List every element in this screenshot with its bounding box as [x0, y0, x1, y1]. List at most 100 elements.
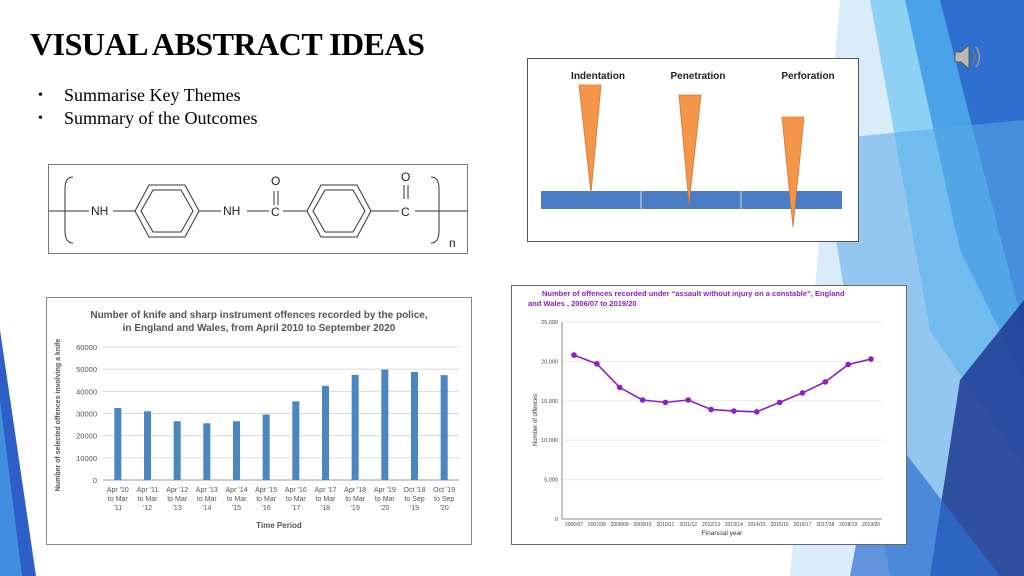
bar	[173, 421, 181, 480]
x-tick-label: 2016/17	[793, 522, 811, 528]
y-tick-label: 20000	[76, 432, 97, 441]
x-tick-label: Apr '18	[344, 487, 366, 494]
data-point	[731, 408, 737, 414]
data-point	[662, 399, 669, 406]
x-tick-label: to Mar	[256, 496, 277, 503]
data-point	[845, 361, 851, 368]
bar	[292, 401, 300, 480]
x-tick-label: to Mar	[227, 496, 248, 503]
data-point	[868, 356, 874, 362]
bullet-item: • Summary of the Outcomes	[38, 107, 257, 130]
x-tick-label: 2008/09	[611, 522, 629, 528]
benzene-ring	[306, 184, 372, 238]
x-tick-label: 2019/20	[862, 522, 880, 528]
x-tick-label: 2007/08	[588, 522, 606, 528]
x-tick-label: Oct '18	[404, 487, 426, 494]
needle-penetration-figure: Indentation Penetration Perforation	[527, 58, 859, 242]
oxygen-label: O	[271, 174, 280, 188]
x-tick-label: '15	[232, 505, 241, 512]
x-tick-label: Apr '13	[196, 487, 218, 494]
x-tick-label: to Mar	[197, 496, 218, 503]
needle-diagram: Indentation Penetration Perforation	[541, 71, 842, 228]
knife-bar-chart: Number of knife and sharp instrument off…	[55, 310, 459, 530]
data-point	[616, 384, 623, 391]
x-tick-label: '17	[291, 505, 300, 512]
x-tick-label: 2012/13	[702, 522, 720, 528]
x-tick-label: '12	[143, 505, 152, 512]
x-tick-label: 2017/18	[816, 522, 834, 528]
speaker-audio-icon[interactable]	[952, 40, 986, 74]
x-tick-label: '16	[262, 505, 271, 512]
benzene-ring	[134, 184, 200, 238]
x-tick-label: to Mar	[316, 496, 337, 503]
bar	[114, 407, 122, 480]
bar	[144, 411, 151, 480]
bar	[233, 421, 240, 480]
bullet-item: • Summarise Key Themes	[38, 84, 257, 107]
y-axis-label: Number of selected offences involving a …	[55, 339, 62, 492]
left-bracket	[64, 176, 74, 244]
x-tick-label: '19	[410, 505, 419, 512]
needle-penetration	[678, 94, 702, 205]
bar	[322, 385, 329, 480]
bar	[381, 369, 389, 480]
x-tick-label: 2014/15	[748, 522, 766, 528]
nh-group-label: NH	[91, 204, 108, 218]
aramid-structure-diagram: NH NH C O C O n	[49, 170, 467, 250]
bullet-glyph: •	[38, 110, 43, 126]
chart-gridlines	[561, 321, 882, 520]
x-tick-label: 2018/19	[839, 522, 857, 528]
chart-title-line: Number of offences recorded under “assau…	[542, 289, 845, 298]
assault-offences-chart: Number of offences recorded under “assau…	[511, 285, 907, 545]
x-tick-label: '11	[114, 505, 123, 512]
x-tick-label: '14	[202, 505, 211, 512]
x-tick-label: '20	[440, 505, 449, 512]
x-axis-label: Time Period	[256, 521, 302, 530]
x-tick-label: 2015/16	[771, 522, 789, 528]
x-tick-label: '13	[173, 505, 182, 512]
x-tick-label: to Sep	[434, 496, 454, 503]
y-tick-labels: 0 5,000 10,000 15,000 20,000 25,000	[541, 320, 558, 523]
x-tick-label: to Mar	[167, 496, 188, 503]
y-tick-label: 5,000	[544, 478, 558, 484]
needle-label: Perforation	[781, 71, 834, 82]
data-point	[776, 399, 783, 406]
data-point	[685, 397, 692, 403]
bullet-text: Summarise Key Themes	[64, 85, 241, 105]
right-bracket	[430, 176, 440, 244]
bar	[411, 372, 418, 480]
x-tick-label: Apr '16	[285, 487, 307, 494]
x-tick-label: Oct '19	[433, 487, 455, 494]
y-tick-label: 60000	[76, 343, 97, 352]
bullet-text: Summary of the Outcomes	[64, 108, 258, 128]
x-tick-label: 2006/07	[565, 522, 583, 528]
x-tick-label: to Mar	[345, 496, 366, 503]
x-tick-label: Apr '19	[374, 487, 396, 494]
x-tick-label: 2013/14	[725, 522, 743, 528]
y-tick-label: 10000	[76, 454, 97, 463]
series-line	[573, 354, 872, 413]
data-point	[571, 352, 577, 358]
y-tick-label: 0	[555, 517, 558, 523]
x-tick-label: Apr '10	[107, 487, 129, 494]
x-tick-label: Apr '11	[137, 487, 159, 494]
x-tick-labels: 2006/07 2007/08 2008/09 2009/10 2010/11 2011/…	[565, 522, 880, 528]
x-tick-label: '19	[351, 505, 360, 512]
y-tick-labels: 0 10000 20000 30000 40000 50000 60000	[76, 343, 97, 485]
data-point	[708, 406, 714, 413]
x-axis-label: Financial year	[702, 530, 743, 537]
bg-shape-left-accent	[0, 400, 22, 576]
repeat-unit-n: n	[449, 236, 456, 250]
data-point	[822, 379, 829, 385]
chart-title-line: and Wales , 2006/07 to 2019/20	[528, 299, 637, 308]
bar	[203, 423, 211, 480]
y-tick-label: 40000	[76, 387, 97, 396]
needle-label: Penetration	[670, 71, 725, 82]
data-point	[639, 397, 646, 403]
x-tick-label: Apr '15	[255, 487, 277, 494]
x-tick-label: '18	[321, 505, 330, 512]
needle-perforation	[781, 116, 805, 228]
needle-label: Indentation	[571, 71, 625, 82]
assault-line-chart: Number of offences recorded under “assau…	[528, 289, 882, 537]
